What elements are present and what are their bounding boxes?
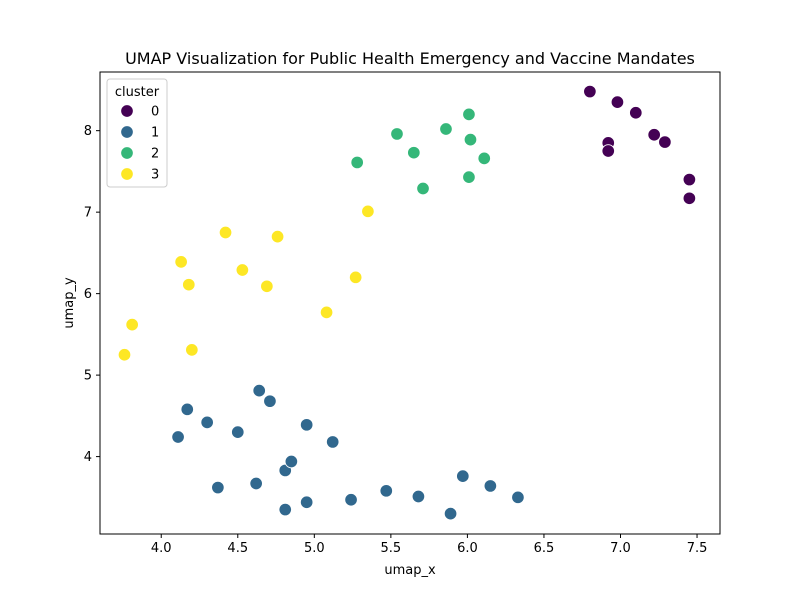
data-point-cluster-1 [278, 502, 292, 517]
data-point-cluster-3 [174, 255, 188, 269]
data-point-cluster-3 [319, 305, 334, 320]
x-tick-label: 6.5 [534, 541, 555, 556]
data-point-cluster-1 [443, 506, 458, 521]
data-point-cluster-2 [416, 181, 430, 196]
x-tick-label: 4.5 [227, 541, 248, 556]
y-axis-ticks: 4 5 6 7 8 [84, 124, 100, 465]
data-point-cluster-3 [235, 263, 250, 277]
x-tick-label: 4.0 [151, 541, 172, 556]
data-point-cluster-3 [125, 317, 139, 332]
x-tick-label: 6.0 [457, 541, 478, 556]
y-tick-label: 6 [84, 287, 92, 302]
data-point-cluster-1 [252, 383, 266, 398]
y-tick-label: 7 [84, 206, 92, 221]
plot-frame [99, 71, 721, 535]
data-point-cluster-1 [263, 394, 277, 408]
data-point-cluster-2 [463, 132, 478, 147]
data-point-cluster-1 [411, 489, 426, 504]
data-point-cluster-1 [299, 495, 314, 509]
data-point-cluster-1 [231, 425, 245, 439]
data-point-cluster-1 [483, 479, 498, 493]
legend-marker [120, 125, 134, 139]
data-point-cluster-1 [379, 484, 394, 498]
data-point-cluster-3 [218, 225, 233, 240]
legend-marker [120, 104, 134, 118]
data-point-cluster-2 [439, 122, 453, 136]
legend-marker [120, 146, 134, 160]
data-point-cluster-1 [511, 490, 525, 505]
data-point-cluster-3 [182, 277, 196, 292]
data-point-cluster-0 [610, 95, 625, 109]
legend-label: 2 [151, 147, 159, 162]
x-tick-label: 7.5 [687, 541, 708, 556]
data-point-cluster-0 [658, 135, 672, 149]
x-tick-label: 5.0 [304, 541, 325, 556]
data-point-cluster-3 [361, 204, 375, 219]
data-point-cluster-1 [171, 430, 185, 444]
data-point-cluster-0 [682, 191, 697, 206]
data-point-cluster-1 [180, 402, 195, 417]
y-tick-label: 8 [84, 124, 92, 139]
legend-label: 0 [151, 105, 159, 120]
legend-label: 1 [151, 126, 159, 141]
legend: cluster 0 1 2 3 [106, 78, 168, 188]
data-point-cluster-3 [348, 270, 363, 285]
data-point-cluster-0 [682, 172, 697, 187]
legend-marker [120, 167, 134, 181]
data-point-cluster-1 [249, 476, 263, 491]
legend-label: 3 [151, 168, 159, 183]
data-point-cluster-2 [462, 170, 476, 184]
data-point-cluster-1 [299, 418, 314, 432]
y-tick-label: 5 [84, 369, 92, 384]
y-tick-label: 4 [84, 450, 92, 465]
data-point-cluster-2 [390, 127, 404, 141]
data-point-cluster-2 [407, 145, 421, 160]
x-tick-label: 7.0 [610, 541, 631, 556]
data-point-cluster-2 [462, 107, 476, 122]
legend-title: cluster [115, 85, 160, 100]
data-point-cluster-3 [117, 347, 132, 362]
data-point-cluster-1 [325, 435, 340, 449]
data-point-cluster-0 [601, 144, 615, 158]
x-tick-label: 5.5 [381, 541, 402, 556]
x-axis-ticks: 4.0 4.5 5.0 5.5 6.0 6.5 7.0 7.5 [151, 534, 707, 556]
legend-items: 0 1 2 3 [120, 104, 159, 183]
data-point-cluster-0 [583, 84, 597, 99]
data-point-cluster-3 [185, 343, 199, 357]
data-point-cluster-2 [477, 151, 491, 166]
data-point-cluster-1 [456, 469, 470, 483]
data-point-cluster-0 [629, 105, 643, 120]
data-point-cluster-0 [647, 127, 661, 142]
y-axis-label: umap_y [62, 277, 77, 329]
chart-title: UMAP Visualization for Public Health Eme… [125, 49, 695, 68]
data-point-cluster-3 [270, 229, 285, 244]
x-axis-label: umap_x [384, 563, 436, 578]
data-point-cluster-1 [211, 480, 225, 495]
data-point-cluster-2 [350, 155, 364, 170]
data-point-cluster-3 [260, 279, 274, 294]
plot-points [117, 84, 697, 521]
data-point-cluster-1 [344, 493, 358, 507]
data-point-cluster-1 [200, 415, 214, 430]
data-point-cluster-1 [284, 454, 299, 469]
legend-box [106, 78, 168, 188]
